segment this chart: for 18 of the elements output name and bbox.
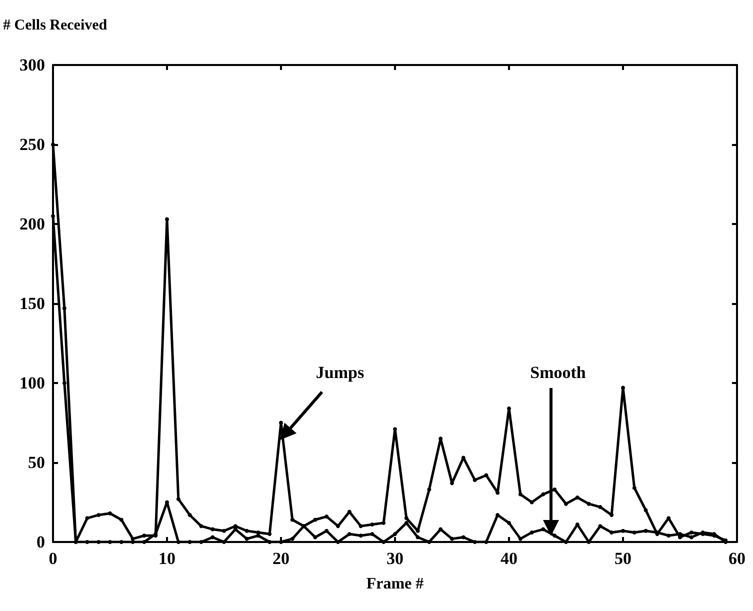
x-tick-label: 0 — [48, 549, 58, 568]
y-tick-label: 50 — [28, 453, 45, 472]
x-tick-label: 10 — [158, 549, 176, 568]
x-tick-label: 20 — [272, 549, 290, 568]
y-tick-label: 250 — [20, 135, 45, 154]
y-tick-label: 150 — [20, 294, 45, 313]
y-axis-title: # Cells Received — [3, 18, 108, 34]
x-tick-label: 60 — [728, 549, 746, 568]
y-tick-label: 0 — [36, 532, 45, 552]
x-axis-title: Frame # — [366, 576, 424, 592]
x-tick-label: 30 — [386, 549, 404, 568]
annotation: Smooth — [530, 363, 586, 382]
y-tick-label: 200 — [20, 214, 45, 234]
y-tick-label: 300 — [20, 56, 45, 74]
x-tick-label: 50 — [614, 549, 632, 568]
annotation: Jumps — [316, 363, 364, 382]
y-tick-label: 100 — [20, 374, 45, 392]
x-tick-label: 40 — [500, 549, 518, 568]
